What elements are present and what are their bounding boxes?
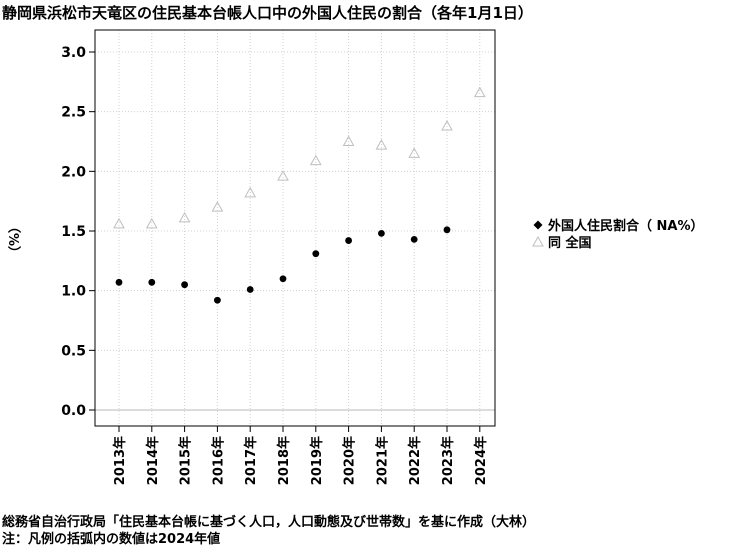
y-axis-ticks: 0.0 0.5 1.0 1.5 2.0 2.5 3.0 xyxy=(61,45,95,419)
source-note: 総務省自治行政局「住民基本台帳に基づく人口，人口動態及び世帯数」を基に作成（大林… xyxy=(2,515,536,530)
legend-label: 同 全国 xyxy=(548,236,592,251)
legend-item-national: 同 全国 xyxy=(528,233,704,251)
plot-frame xyxy=(94,29,496,427)
footer: 総務省自治行政局「住民基本台帳に基づく人口，人口動態及び世帯数」を基に作成（大林… xyxy=(2,514,535,548)
data-point-national xyxy=(113,217,125,229)
filled-diamond-icon xyxy=(528,220,548,230)
data-point-national xyxy=(309,154,322,166)
x-tick-label: 2016年 xyxy=(210,436,226,485)
data-point-foreign-residents xyxy=(214,296,221,304)
data-point-foreign-residents xyxy=(115,278,123,286)
legend-item-foreign-residents: 外国人住民割合（ NA%） xyxy=(528,216,704,234)
y-tick-label: 3.0 xyxy=(61,45,86,61)
data-series xyxy=(113,86,486,304)
x-tick-label: 2020年 xyxy=(342,436,358,485)
data-point-foreign-residents xyxy=(378,229,385,237)
x-tick-label: 2023年 xyxy=(440,436,456,485)
data-point-national xyxy=(473,86,486,98)
x-tick-label: 2015年 xyxy=(178,436,194,485)
data-point-national xyxy=(145,217,158,229)
y-tick-label: 2.0 xyxy=(61,164,86,180)
x-tick-label: 2018年 xyxy=(276,436,292,485)
axes xyxy=(94,29,496,427)
y-tick-label: 0.5 xyxy=(61,343,86,359)
data-point-foreign-residents xyxy=(148,278,156,286)
data-point-foreign-residents xyxy=(312,250,320,258)
x-tick-label: 2021年 xyxy=(374,436,390,485)
x-tick-label: 2024年 xyxy=(473,436,489,485)
y-tick-label: 2.5 xyxy=(61,105,86,121)
chart-title: 静岡県浜松市天竜区の住民基本台帳人口中の外国人住民の割合（各年1月1日） xyxy=(2,4,533,22)
legend-label: 外国人住民割合（ NA%） xyxy=(548,219,704,234)
data-point-foreign-residents xyxy=(345,237,352,244)
data-point-national xyxy=(375,139,388,150)
data-point-national xyxy=(244,186,257,198)
data-point-national xyxy=(211,201,224,212)
y-tick-label: 1.0 xyxy=(61,284,86,300)
data-point-foreign-residents xyxy=(410,235,418,243)
legend: 外国人住民割合（ NA%） 同 全国 xyxy=(528,216,704,251)
x-axis-ticks: 2013年 2014年 2015年 2016年 2017年 2018年 2019年 2020年… xyxy=(112,426,489,485)
x-tick-label: 2014年 xyxy=(145,436,161,485)
x-tick-label: 2019年 xyxy=(309,436,325,485)
data-point-foreign-residents xyxy=(279,275,287,283)
data-point-national xyxy=(277,170,289,181)
x-tick-label: 2017年 xyxy=(243,436,259,485)
y-axis-label: （%） xyxy=(5,220,20,260)
data-point-foreign-residents xyxy=(443,226,451,234)
data-point-national xyxy=(441,119,453,131)
x-tick-label: 2022年 xyxy=(407,436,423,485)
data-point-national xyxy=(178,211,191,223)
data-point-foreign-residents xyxy=(181,281,189,289)
legend-note: 注：凡例の括弧内の数値は2024年値 xyxy=(2,532,221,547)
open-triangle-icon xyxy=(528,236,548,247)
data-point-national xyxy=(342,135,355,146)
gridlines xyxy=(95,30,495,426)
x-tick-label: 2013年 xyxy=(112,436,128,485)
data-point-national xyxy=(408,147,421,158)
y-tick-label: 0.0 xyxy=(61,403,86,419)
data-point-foreign-residents xyxy=(246,286,254,293)
y-tick-label: 1.5 xyxy=(61,224,86,240)
